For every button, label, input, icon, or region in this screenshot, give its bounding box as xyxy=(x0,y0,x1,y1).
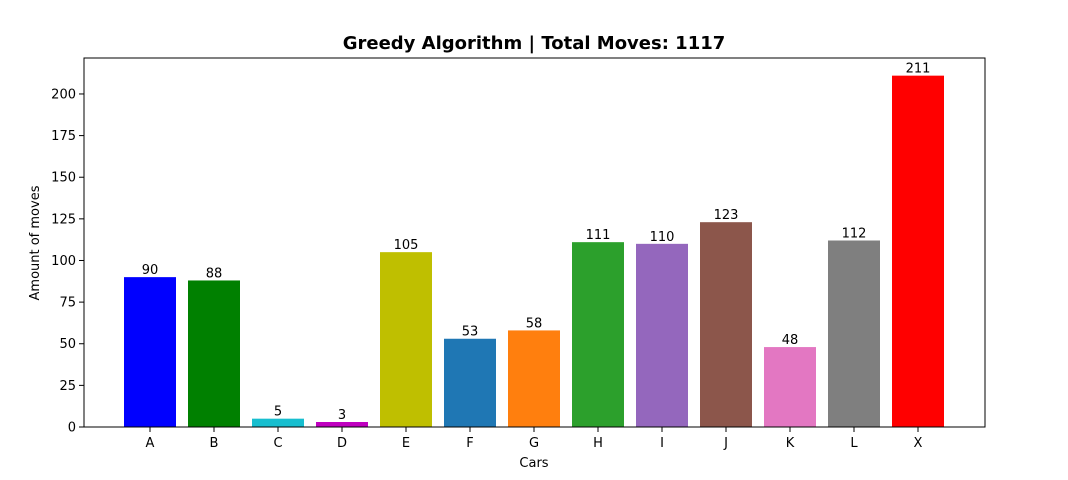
x-tick-label-l: L xyxy=(850,436,858,451)
y-tick-label-0: 0 xyxy=(68,421,76,436)
x-tick-label-e: E xyxy=(402,436,410,451)
data-label-b: 88 xyxy=(206,266,223,281)
bar-a xyxy=(124,277,176,427)
bar-x xyxy=(892,75,944,427)
x-tick-label-h: H xyxy=(593,436,603,451)
bar-b xyxy=(188,280,240,427)
data-label-h: 111 xyxy=(586,228,611,243)
x-tick-label-a: A xyxy=(146,436,155,451)
x-axis-label: Cars xyxy=(519,456,548,471)
x-tick-label-c: C xyxy=(273,436,282,451)
data-label-g: 58 xyxy=(526,316,543,331)
x-tick-label-d: D xyxy=(337,436,347,451)
data-label-i: 110 xyxy=(650,230,675,245)
bar-g xyxy=(508,330,560,427)
x-tick-label-i: I xyxy=(660,436,664,451)
y-tick-label-25: 25 xyxy=(59,379,76,394)
chart-title: Greedy Algorithm | Total Moves: 1117 xyxy=(343,33,726,54)
y-tick-label-150: 150 xyxy=(51,171,76,186)
y-tick-label-100: 100 xyxy=(51,254,76,269)
bar-e xyxy=(380,252,432,427)
y-tick-label-175: 175 xyxy=(51,129,76,144)
bar-l xyxy=(828,240,880,427)
data-label-l: 112 xyxy=(842,227,867,242)
data-label-a: 90 xyxy=(142,263,159,278)
data-label-f: 53 xyxy=(462,325,479,340)
y-tick-label-75: 75 xyxy=(59,296,76,311)
y-tick-label-200: 200 xyxy=(51,87,76,102)
plot-area: 90 A 88 B 5 C 3 D 105 E 53 F 58 G 111 H 110 I 123 J 48 K 112 L 2… xyxy=(51,57,986,451)
data-label-x: 211 xyxy=(906,62,931,77)
bar-j xyxy=(700,222,752,427)
y-axis-label: Amount of moves xyxy=(28,185,43,300)
bar-c xyxy=(252,418,304,427)
x-tick-label-b: B xyxy=(210,436,219,451)
data-label-j: 123 xyxy=(714,208,739,223)
data-label-k: 48 xyxy=(782,333,799,348)
x-tick-label-x: X xyxy=(914,436,923,451)
x-tick-label-k: K xyxy=(786,436,795,451)
x-tick-label-j: J xyxy=(723,436,728,451)
data-label-d: 3 xyxy=(338,408,346,423)
bar-h xyxy=(572,242,624,427)
plot-frame xyxy=(83,57,986,428)
bar-f xyxy=(444,338,496,427)
bar-d xyxy=(316,422,368,427)
y-tick-label-125: 125 xyxy=(51,212,76,227)
x-tick-label-g: G xyxy=(529,436,539,451)
bar-i xyxy=(636,243,688,427)
data-label-e: 105 xyxy=(394,238,419,253)
bar-k xyxy=(764,347,816,427)
data-label-c: 5 xyxy=(274,405,282,420)
x-tick-label-f: F xyxy=(466,436,473,451)
y-tick-label-50: 50 xyxy=(59,337,76,352)
